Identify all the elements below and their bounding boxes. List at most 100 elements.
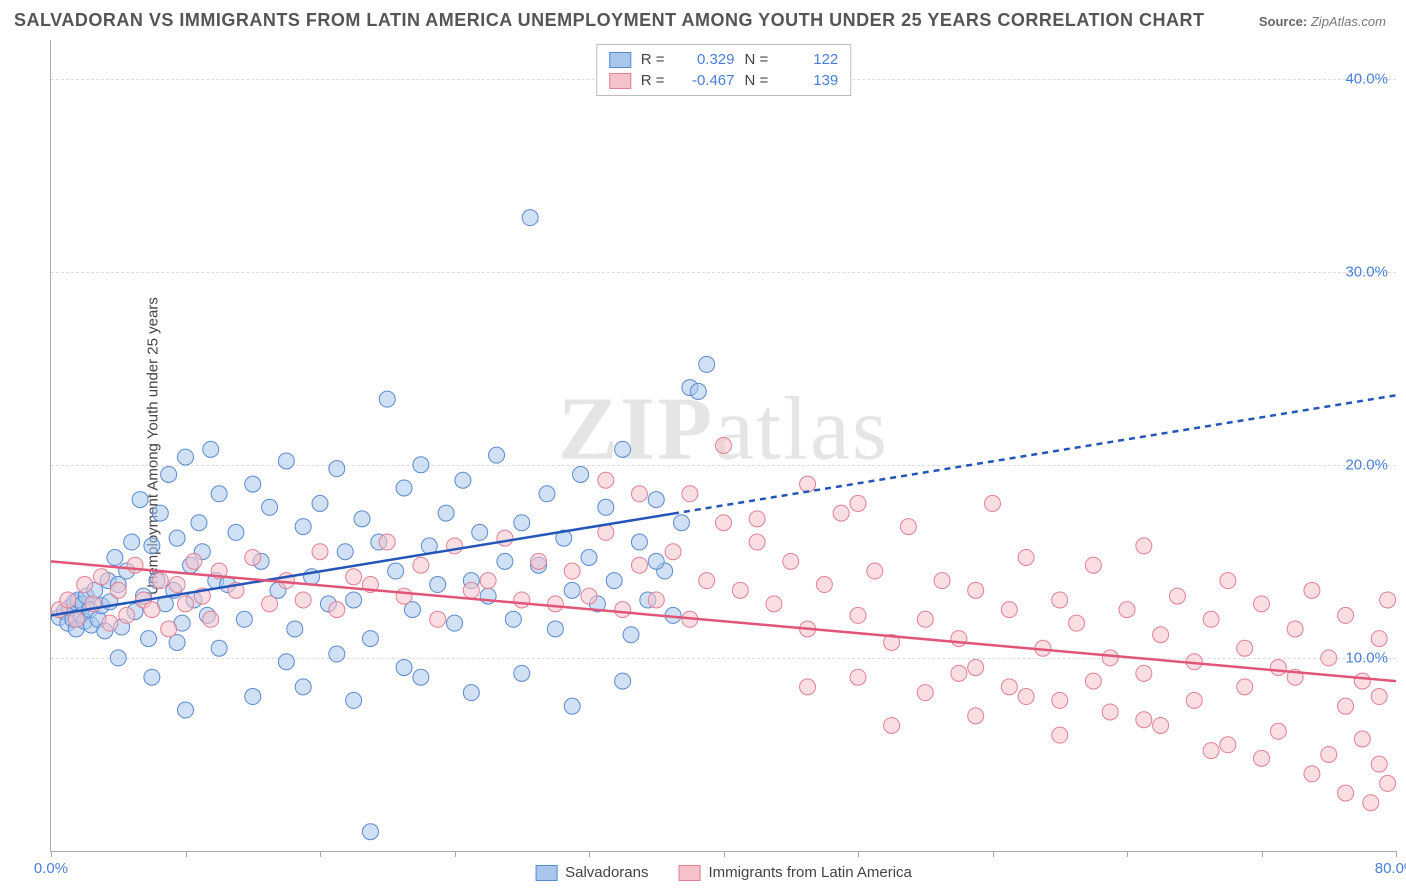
x-tick-label: 0.0% — [34, 860, 68, 877]
scatter-point — [1052, 692, 1068, 708]
scatter-point — [211, 486, 227, 502]
chart-title: SALVADORAN VS IMMIGRANTS FROM LATIN AMER… — [14, 10, 1205, 31]
scatter-point — [934, 573, 950, 589]
stat-r-value: -0.467 — [675, 72, 735, 89]
x-tick-mark — [858, 851, 859, 857]
scatter-point — [497, 530, 513, 546]
scatter-point — [1119, 602, 1135, 618]
scatter-point — [1052, 592, 1068, 608]
scatter-point — [379, 534, 395, 550]
legend-stats-box: R = 0.329 N = 122 R = -0.467 N = 139 — [596, 44, 852, 96]
scatter-point — [245, 549, 261, 565]
scatter-point — [716, 515, 732, 531]
scatter-point — [749, 534, 765, 550]
trend-line-solid — [51, 561, 1396, 681]
scatter-point — [867, 563, 883, 579]
scatter-point — [1304, 582, 1320, 598]
scatter-point — [413, 557, 429, 573]
scatter-point — [615, 673, 631, 689]
legend-item: Salvadorans — [535, 864, 648, 881]
scatter-point — [1254, 750, 1270, 766]
scatter-point — [1371, 631, 1387, 647]
scatter-point — [547, 596, 563, 612]
scatter-point — [985, 495, 1001, 511]
stat-n-value: 122 — [778, 51, 838, 68]
scatter-point — [1237, 640, 1253, 656]
scatter-point — [295, 592, 311, 608]
scatter-point — [497, 553, 513, 569]
scatter-point — [522, 210, 538, 226]
scatter-point — [132, 492, 148, 508]
scatter-point — [169, 577, 185, 593]
scatter-point — [161, 466, 177, 482]
scatter-point — [850, 495, 866, 511]
scatter-point — [1153, 717, 1169, 733]
scatter-point — [1203, 743, 1219, 759]
scatter-point — [93, 569, 109, 585]
scatter-point — [1085, 673, 1101, 689]
scatter-point — [329, 602, 345, 618]
scatter-point — [1287, 621, 1303, 637]
scatter-point — [783, 553, 799, 569]
legend-swatch — [609, 52, 631, 68]
scatter-point — [312, 544, 328, 560]
scatter-point — [1052, 727, 1068, 743]
scatter-point — [631, 486, 647, 502]
scatter-point — [262, 596, 278, 612]
legend-stat-row: R = -0.467 N = 139 — [609, 70, 839, 91]
scatter-point — [396, 588, 412, 604]
x-tick-mark — [993, 851, 994, 857]
scatter-point — [1380, 775, 1396, 791]
source-value: ZipAtlas.com — [1311, 14, 1386, 29]
scatter-point — [1354, 673, 1370, 689]
scatter-point — [800, 476, 816, 492]
scatter-point — [278, 654, 294, 670]
trend-line-dashed — [673, 395, 1396, 513]
scatter-point — [1220, 737, 1236, 753]
legend-item: Immigrants from Latin America — [678, 864, 911, 881]
scatter-point — [1136, 665, 1152, 681]
scatter-point — [699, 356, 715, 372]
scatter-point — [505, 611, 521, 627]
scatter-point — [1102, 650, 1118, 666]
scatter-point — [1338, 607, 1354, 623]
scatter-point — [413, 669, 429, 685]
legend-series: Salvadorans Immigrants from Latin America — [535, 864, 912, 881]
scatter-point — [581, 549, 597, 565]
scatter-point — [1363, 795, 1379, 811]
stat-n-value: 139 — [778, 72, 838, 89]
scatter-point — [800, 679, 816, 695]
scatter-point — [598, 472, 614, 488]
scatter-point — [1203, 611, 1219, 627]
scatter-point — [489, 447, 505, 463]
scatter-point — [884, 717, 900, 733]
stat-r-label: R = — [641, 72, 665, 89]
source-label: Source: — [1259, 14, 1307, 29]
x-tick-mark — [51, 851, 52, 857]
scatter-point — [152, 505, 168, 521]
scatter-point — [396, 660, 412, 676]
scatter-point — [648, 553, 664, 569]
scatter-point — [1380, 592, 1396, 608]
scatter-point — [203, 611, 219, 627]
scatter-point — [430, 577, 446, 593]
scatter-point — [346, 592, 362, 608]
scatter-point — [766, 596, 782, 612]
scatter-point — [337, 544, 353, 560]
scatter-point — [682, 486, 698, 502]
scatter-point — [110, 650, 126, 666]
legend-stat-row: R = 0.329 N = 122 — [609, 49, 839, 70]
scatter-point — [228, 524, 244, 540]
scatter-point — [816, 577, 832, 593]
scatter-point — [606, 573, 622, 589]
scatter-point — [1001, 602, 1017, 618]
scatter-point — [1153, 627, 1169, 643]
scatter-point — [514, 665, 530, 681]
scatter-point — [1085, 557, 1101, 573]
scatter-point — [1338, 785, 1354, 801]
chart-svg — [51, 40, 1396, 851]
scatter-point — [169, 530, 185, 546]
scatter-point — [396, 480, 412, 496]
scatter-point — [1136, 538, 1152, 554]
scatter-point — [833, 505, 849, 521]
